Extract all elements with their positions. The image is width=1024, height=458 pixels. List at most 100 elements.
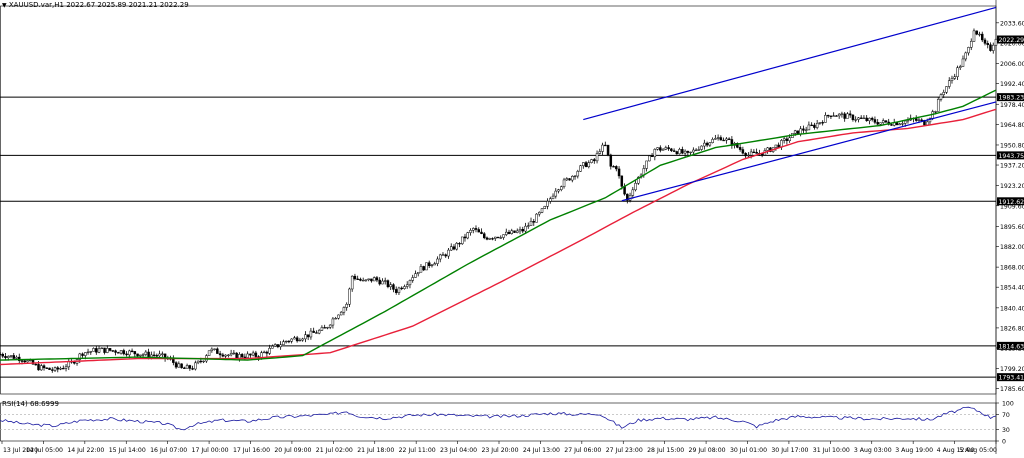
candle-bear — [458, 243, 460, 244]
candle-bear — [756, 152, 758, 153]
candle-bear — [497, 237, 499, 238]
candle-bull — [904, 121, 906, 123]
candle-bear — [137, 354, 139, 356]
price-tick-label: 1964.80 — [1000, 122, 1024, 129]
rsi-tick-label: 70 — [1002, 412, 1010, 419]
candle-bull — [343, 307, 345, 312]
candle-bear — [219, 354, 221, 355]
candle-bull — [995, 39, 997, 45]
candle-bull — [855, 120, 857, 121]
candle-bull — [439, 255, 441, 259]
candle-bull — [211, 349, 213, 351]
candle-bear — [483, 234, 485, 238]
candle-bear — [871, 118, 873, 119]
candle-bull — [833, 116, 835, 117]
price-tick-label: 1785.60 — [1000, 386, 1024, 393]
candle-bull — [412, 278, 414, 281]
candle-bear — [95, 348, 97, 352]
candle-bear — [255, 353, 257, 357]
candle-bull — [698, 149, 700, 150]
candle-bull — [285, 341, 287, 342]
candle-bull — [789, 138, 791, 141]
candle-bull — [335, 318, 337, 319]
price-tick-label: 1882.00 — [1000, 244, 1024, 251]
time-tick-label: 22 Jul 11:00 — [399, 447, 436, 454]
candle-bull — [291, 339, 293, 341]
candle-bear — [241, 354, 243, 357]
candle-bull — [511, 231, 513, 234]
candle-bull — [563, 180, 565, 187]
candle-bull — [857, 118, 859, 120]
candle-bear — [109, 348, 111, 350]
candle-bear — [802, 129, 804, 130]
candle-bull — [186, 365, 188, 368]
candle-bear — [681, 149, 683, 153]
candle-bull — [841, 114, 843, 115]
candle-bear — [890, 124, 892, 125]
candle-bull — [519, 229, 521, 231]
candle-bull — [783, 139, 785, 141]
candle-bear — [307, 335, 309, 337]
triangle-down-icon[interactable]: ▼ — [2, 2, 7, 9]
candle-bear — [126, 354, 128, 355]
candle-bear — [277, 344, 279, 346]
candle-bull — [541, 209, 543, 213]
candle-bull — [10, 355, 12, 356]
candle-bear — [357, 279, 359, 280]
candle-bull — [280, 345, 282, 347]
candle-bull — [106, 348, 108, 352]
candle-bear — [249, 354, 251, 355]
candle-bull — [351, 276, 353, 289]
candle-bull — [337, 315, 339, 318]
candle-bull — [403, 287, 405, 289]
candle-bull — [431, 265, 433, 266]
candle-bear — [593, 160, 595, 161]
candle-bull — [549, 199, 551, 202]
candle-bear — [401, 288, 403, 289]
candle-bull — [436, 259, 438, 264]
candle-bull — [332, 319, 334, 325]
candle-bull — [978, 34, 980, 35]
candle-bull — [934, 111, 936, 112]
candle-bull — [178, 364, 180, 367]
candle-bear — [35, 364, 37, 365]
candle-bear — [392, 285, 394, 290]
candle-bull — [197, 361, 199, 363]
candle-bull — [794, 131, 796, 133]
candle-bull — [937, 99, 939, 111]
time-tick-label: 20 Jul 09:00 — [274, 447, 311, 454]
candle-bear — [313, 331, 315, 333]
candle-bull — [142, 355, 144, 356]
candle-bear — [508, 232, 510, 234]
candle-bull — [954, 77, 956, 79]
candle-bull — [536, 214, 538, 222]
candle-bear — [706, 143, 708, 145]
candle-bull — [98, 349, 100, 352]
candle-bear — [370, 279, 372, 281]
time-tick-label: 27 Jul 06:00 — [564, 447, 601, 454]
candle-bull — [767, 148, 769, 151]
trendline — [583, 7, 996, 119]
candle-bear — [244, 357, 246, 358]
candle-bull — [662, 149, 664, 150]
level-label: 1983.23 — [999, 95, 1024, 102]
candle-bear — [670, 149, 672, 151]
time-tick-label: 17 Jul 00:00 — [192, 447, 229, 454]
candle-bear — [723, 140, 725, 141]
candle-bull — [547, 201, 549, 206]
price-tick-label: 1992.40 — [1000, 81, 1024, 88]
candle-bull — [365, 280, 367, 281]
candle-bull — [602, 145, 604, 151]
candle-bull — [60, 368, 62, 369]
candle-bull — [467, 233, 469, 238]
level-label: 1912.62 — [999, 199, 1024, 206]
time-tick-label: 3 Aug 19:00 — [895, 447, 933, 454]
time-tick-label: 17 Jul 16:00 — [233, 447, 270, 454]
candle-bull — [940, 95, 942, 100]
candle-bull — [992, 45, 994, 50]
time-tick-label: 23 Jul 04:00 — [440, 447, 477, 454]
candle-bull — [54, 368, 56, 371]
candle-bull — [530, 221, 532, 225]
candle-bull — [293, 338, 295, 339]
candle-bear — [51, 370, 53, 371]
